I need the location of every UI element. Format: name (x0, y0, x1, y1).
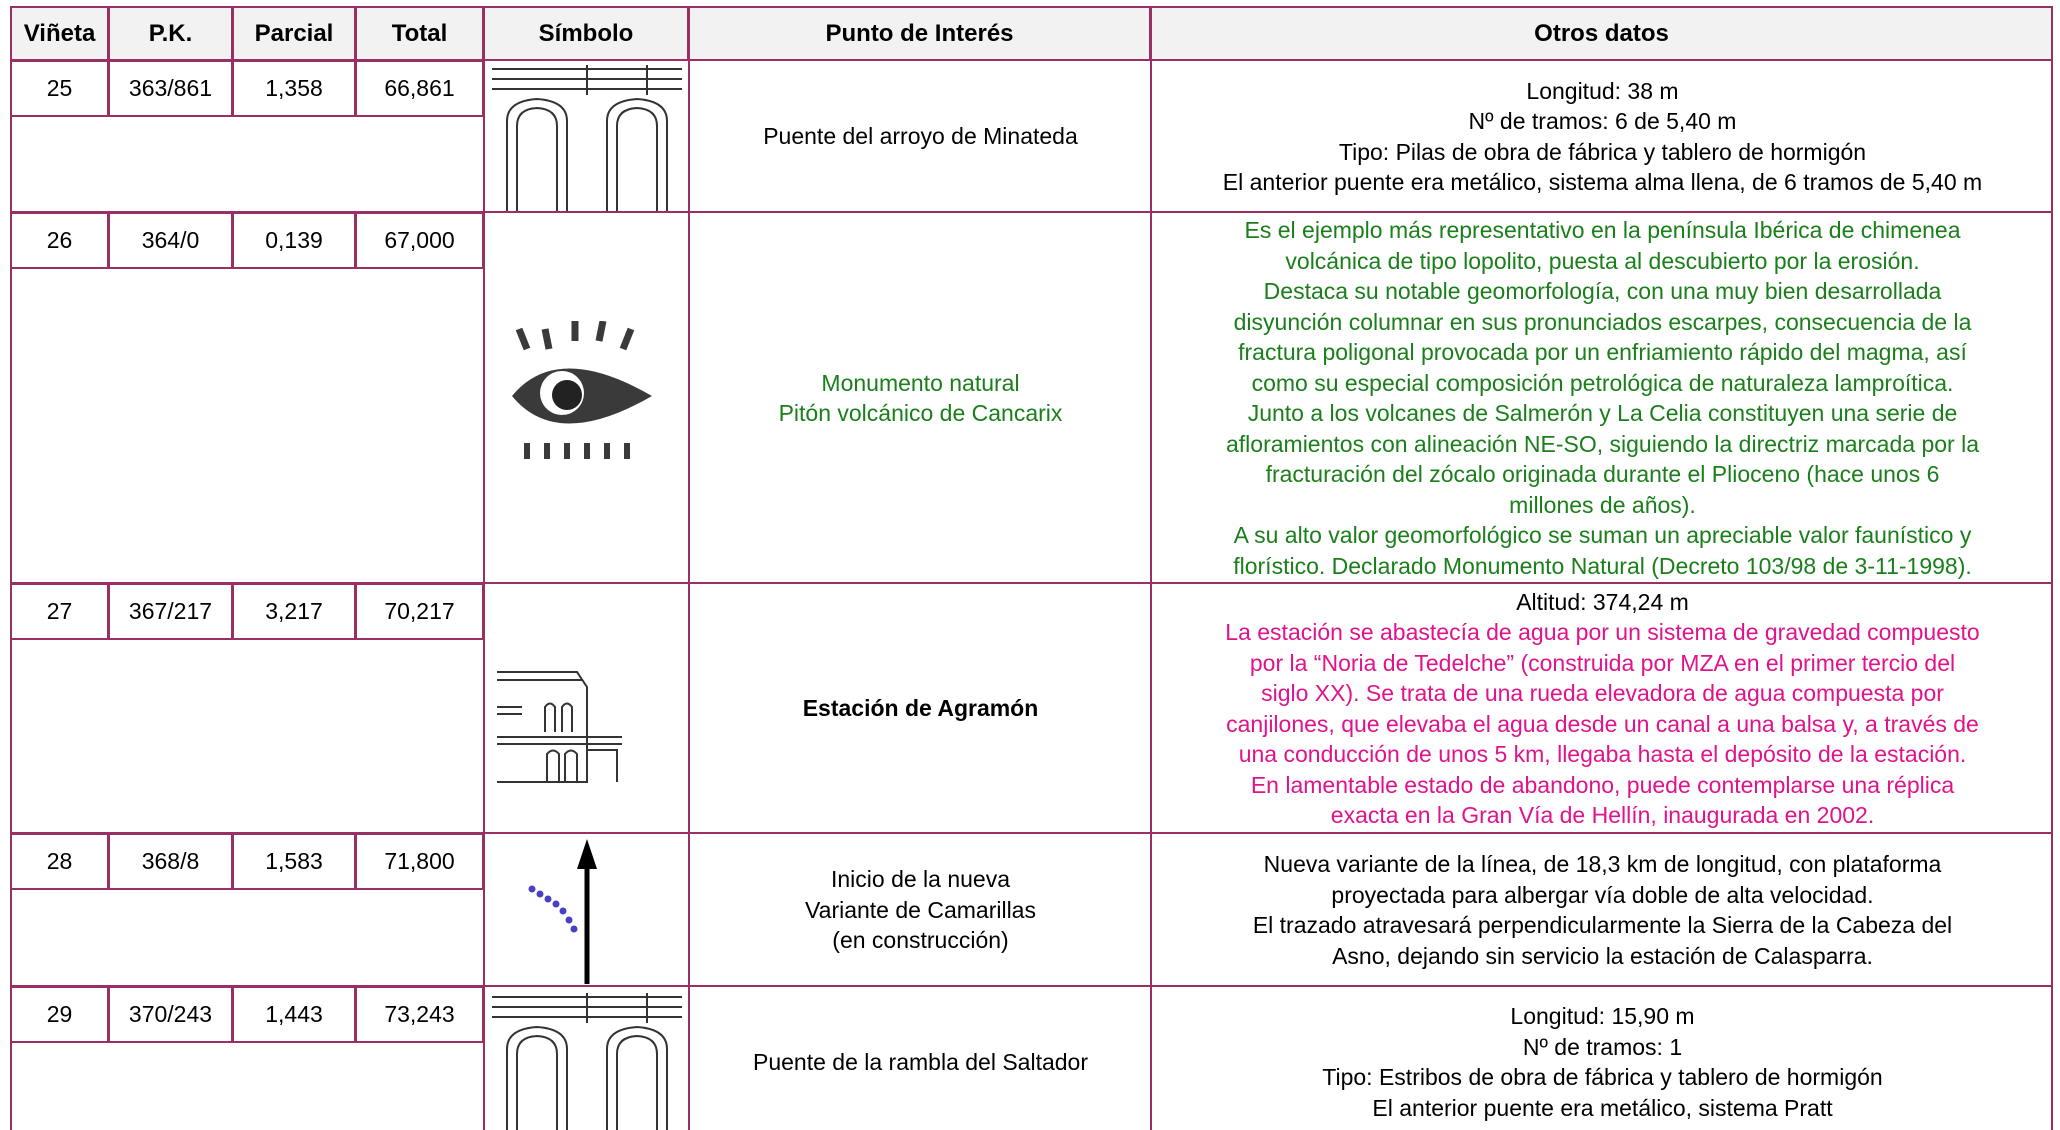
punto-line: Puente de la rambla del Saltador (753, 1048, 1088, 1075)
otros-line: El anterior puente era metálico, sistema… (1222, 169, 1983, 195)
number-cell: 66,861 (355, 60, 484, 117)
row-frame (10, 986, 2053, 1130)
punto-cell: Puente del arroyo de Minateda (688, 61, 1151, 212)
otros-line: El anterior puente era metálico, sistema… (1372, 1094, 1833, 1121)
punto-line: Monumento natural (821, 369, 1020, 396)
punto-cell: Puente de la rambla del Saltador (688, 987, 1151, 1130)
punto-line: Estación de Agramón (802, 695, 1039, 722)
otros-cell: Nueva variante de la línea, de 18,3 km d… (1150, 834, 2053, 986)
header-cell: Parcial (232, 6, 356, 61)
otros-line: Tipo: Pilas de obra de fábrica y tablero… (1338, 138, 1867, 165)
punto-cell: Monumento natural Pitón volcánico de Canc… (688, 213, 1151, 583)
otros-line: canjilones, que elevaba el agua desde un… (1226, 710, 1979, 737)
otros-line: Destaca su notable geomorfología, con un… (1263, 278, 1942, 304)
otros-line: Nº de tramos: 6 de 5,40 m (1468, 108, 1737, 134)
otros-line: afloramientos con alineación NE-SO, sigu… (1226, 430, 1979, 457)
number-cell: 1,358 (232, 60, 356, 117)
otros-line: fractura poligonal provocada por un enfr… (1238, 339, 1967, 365)
number-cell: 3,217 (232, 583, 356, 640)
otros-cell: Longitud: 38 m Nº de tramos: 6 de 5,40 m T… (1150, 61, 2053, 212)
number-cell: 1,443 (232, 986, 356, 1043)
otros-cell: Longitud: 15,90 m Nº de tramos: 1 Tipo: Es… (1150, 987, 2053, 1130)
otros-line: disyunción columnar en sus pronunciados … (1233, 308, 1972, 335)
header-cell: Total (355, 6, 484, 61)
symbol-icon (497, 670, 622, 783)
punto-line: Variante de Camarillas (805, 896, 1036, 923)
punto-line: (en construcción) (832, 927, 1009, 954)
otros-line: Tipo: Estribos de obra de fábrica y tabl… (1322, 1064, 1883, 1090)
otros-line: siglo XX). Se trata de una rueda elevado… (1261, 680, 1944, 706)
header-cell: P.K. (108, 6, 233, 61)
number-cell: 27 (10, 583, 109, 640)
number-cell: 368/8 (108, 833, 233, 890)
number-cell: 67,000 (355, 212, 484, 269)
otros-line: una conducción de unos 5 km, llegaba has… (1238, 741, 1967, 767)
number-cell: 363/861 (108, 60, 233, 117)
otros-line: como su especial composición petrológica… (1251, 369, 1954, 396)
otros-line: Nº de tramos: 1 (1522, 1033, 1683, 1060)
symbol-cell (483, 212, 689, 584)
header-cell: Símbolo (483, 6, 689, 61)
number-cell: 370/243 (108, 986, 233, 1043)
otros-cell: Altitud: 374,24 m La estación se abastecí… (1150, 584, 2053, 833)
symbol-cell (483, 986, 689, 1130)
punto-line: Puente del arroyo de Minateda (763, 123, 1078, 150)
punto-line: Inicio de la nueva (830, 866, 1010, 893)
otros-line: A su alto valor geomorfológico se suman … (1233, 522, 1972, 548)
symbol-icon (492, 65, 682, 211)
otros-line: Asno, dejando sin servicio la estación d… (1332, 942, 1873, 969)
symbol-icon (512, 321, 652, 459)
number-cell: 73,243 (355, 986, 484, 1043)
otros-line: Altitud: 374,24 m (1516, 588, 1689, 615)
number-cell: 29 (10, 986, 109, 1043)
punto-cell: Estación de Agramón (688, 584, 1151, 833)
otros-line: millones de años). (1509, 491, 1696, 518)
number-cell: 70,217 (355, 583, 484, 640)
otros-line: proyectada para albergar vía doble de al… (1331, 881, 1874, 908)
number-cell: 0,139 (232, 212, 356, 269)
punto-cell: Inicio de la nueva Variante de Camarillas… (688, 834, 1151, 986)
number-cell: 364/0 (108, 212, 233, 269)
otros-line: volcánica de tipo lopolito, puesta al de… (1285, 247, 1920, 274)
number-cell: 71,800 (355, 833, 484, 890)
symbol-icon (492, 993, 682, 1130)
row-frame (10, 60, 2053, 213)
otros-line: La estación se abastecía de agua por un … (1225, 619, 1980, 645)
number-cell: 1,583 (232, 833, 356, 890)
otros-line: florístico. Declarado Monumento Natural … (1233, 552, 1972, 579)
otros-line: El trazado atravesará perpendicularmente… (1252, 912, 1953, 938)
otros-line: fracturación del zócalo originada durant… (1265, 461, 1940, 487)
otros-line: exacta en la Gran Vía de Hellín, inaugur… (1330, 802, 1875, 828)
number-cell: 26 (10, 212, 109, 269)
number-cell: 28 (10, 833, 109, 890)
otros-line: Longitud: 15,90 m (1510, 1003, 1695, 1029)
otros-line: Junto a los volcanes de Salmerón y La Ce… (1247, 400, 1958, 426)
otros-line: Es el ejemplo más representativo en la p… (1244, 217, 1961, 243)
number-cell: 367/217 (108, 583, 233, 640)
header-cell: Viñeta (10, 6, 109, 61)
symbol-cell (483, 833, 689, 987)
otros-line: por la “Noria de Tedelche” (construida p… (1249, 649, 1956, 676)
header-cell: Otros datos (1150, 6, 2053, 61)
number-cell: 25 (10, 60, 109, 117)
punto-line: Pitón volcánico de Cancarix (778, 400, 1063, 426)
row-frame (10, 583, 2053, 834)
otros-line: Longitud: 38 m (1526, 77, 1679, 104)
symbol-cell (483, 583, 689, 834)
symbol-cell (483, 60, 689, 213)
otros-line: En lamentable estado de abandono, puede … (1250, 771, 1955, 798)
otros-line: Nueva variante de la línea, de 18,3 km d… (1263, 851, 1942, 877)
header-cell: Punto de Interés (688, 6, 1151, 61)
row-frame (10, 833, 2053, 987)
row-frame (10, 212, 2053, 584)
symbol-icon (528, 839, 597, 984)
otros-cell: Es el ejemplo más representativo en la p… (1150, 213, 2053, 583)
